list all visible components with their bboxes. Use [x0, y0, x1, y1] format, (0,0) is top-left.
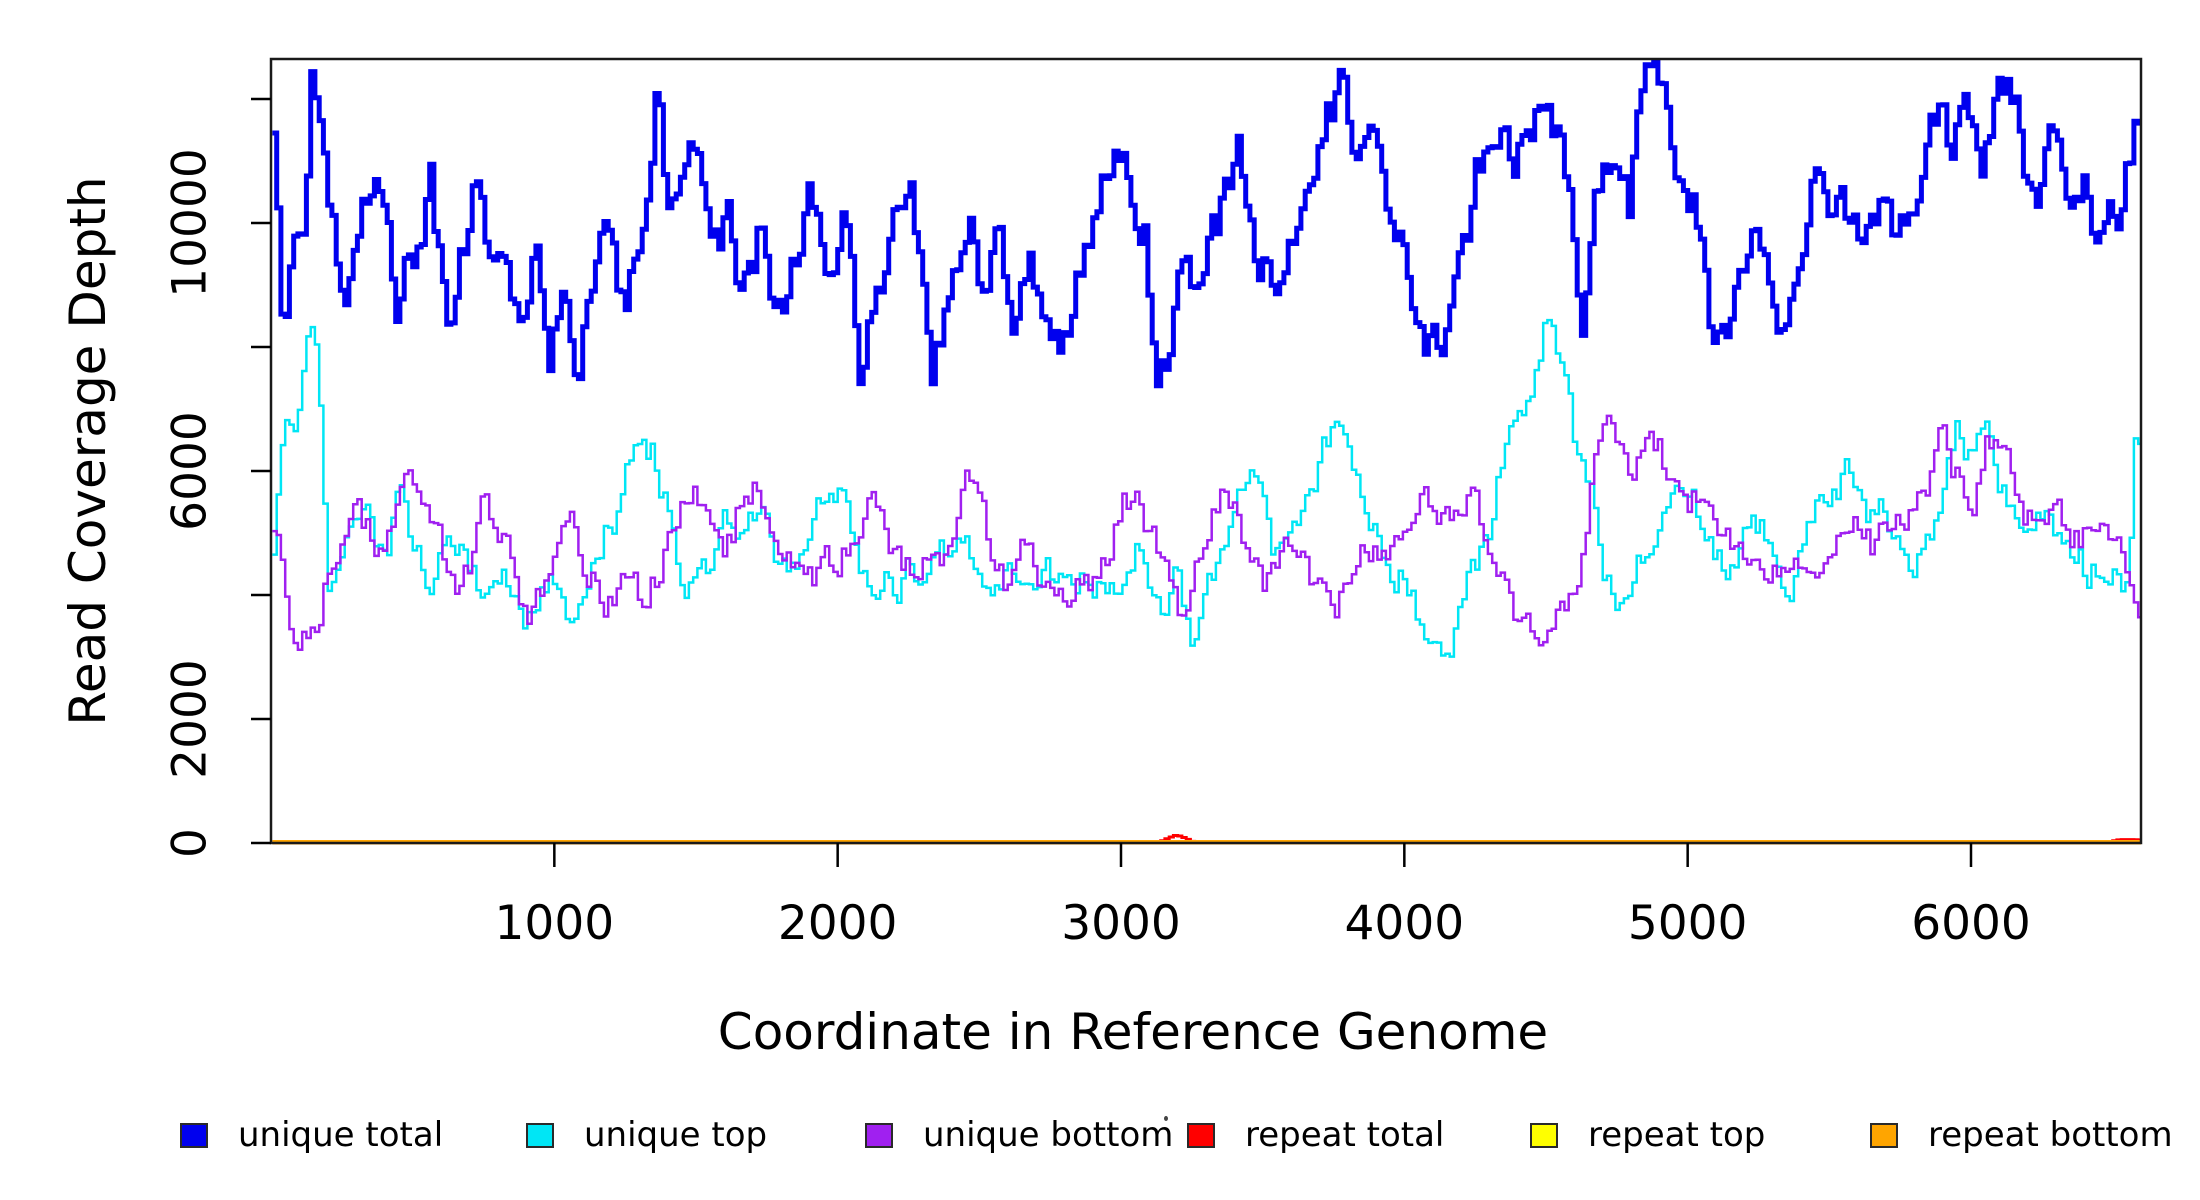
plot-box — [269, 57, 2143, 845]
legend-swatch-repeat-total — [1187, 1122, 1215, 1148]
x-tick-label: 5000 — [1627, 896, 1748, 951]
legend-item-unique-bottom: unique bottom — [865, 1115, 1173, 1155]
legend-label-repeat-bottom: repeat bottom — [1928, 1115, 2173, 1155]
y-axis-title: Read Coverage Depth — [59, 176, 117, 726]
y-tick-label: 2000 — [162, 659, 218, 779]
y-tick-label: 6000 — [162, 411, 218, 531]
x-tick-label: 1000 — [494, 896, 615, 951]
series-unique-total — [272, 59, 2141, 389]
legend-item-repeat-total: repeat total — [1187, 1115, 1444, 1155]
legend-item-unique-total: unique total — [180, 1115, 443, 1155]
x-tick-label: 6000 — [1911, 896, 2031, 951]
legend-item-unique-top: unique top — [526, 1115, 767, 1155]
legend-label-repeat-top: repeat top — [1588, 1115, 1766, 1155]
x-tick-label: 4000 — [1344, 896, 1465, 951]
x-axis-title: Coordinate in Reference Genome — [717, 1003, 1549, 1061]
legend-label-unique-top: unique top — [584, 1115, 768, 1155]
legend-item-repeat-top: repeat top — [1530, 1115, 1765, 1155]
legend-label-unique-total: unique total — [238, 1115, 444, 1155]
legend-label-repeat-total: repeat total — [1245, 1115, 1445, 1155]
x-tick-label: 3000 — [1061, 896, 1181, 951]
series-unique-bottom — [272, 414, 2141, 651]
legend-swatch-unique-total — [180, 1122, 208, 1148]
legend-swatch-unique-top — [526, 1122, 554, 1148]
legend-label-unique-bottom: unique bottom — [923, 1115, 1174, 1155]
y-tick-label: 0 — [162, 828, 218, 858]
y-tick-label: 10000 — [162, 148, 218, 298]
legend-item-repeat-bottom: repeat bottom — [1870, 1115, 2173, 1155]
series-unique-top — [272, 318, 2141, 658]
legend-swatch-unique-bottom — [865, 1122, 893, 1148]
x-tick-label: 2000 — [777, 896, 898, 951]
legend-swatch-repeat-bottom — [1870, 1122, 1898, 1148]
stray-mark — [1164, 1116, 1168, 1121]
legend-swatch-repeat-top — [1530, 1122, 1558, 1148]
